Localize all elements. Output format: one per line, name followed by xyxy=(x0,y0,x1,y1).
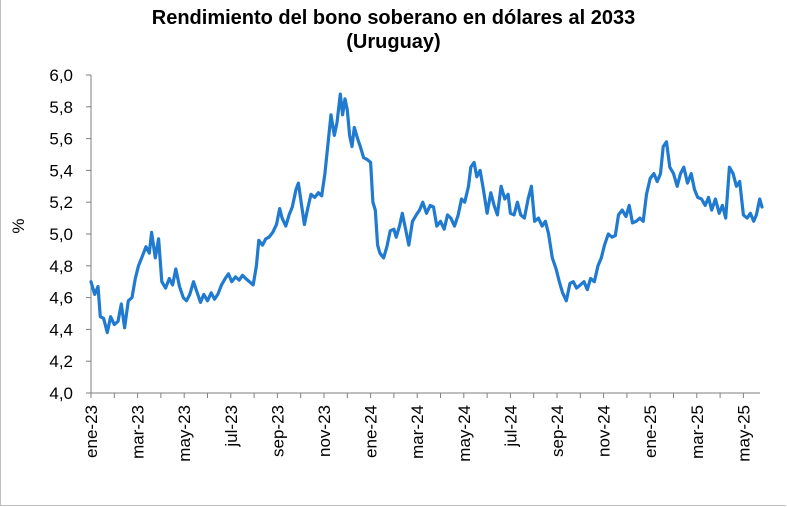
x-axis: ene-23 mar-23 may-23 jul-23 sep-23 nov-23 ene-… xyxy=(82,392,760,462)
y-tick-label: 5,4 xyxy=(49,161,73,180)
chart-title-line-2: (Uruguay) xyxy=(346,31,441,53)
x-tick-label: mar-23 xyxy=(129,405,148,459)
x-tick-label: may-24 xyxy=(455,405,474,462)
y-tick-label: 4,2 xyxy=(49,352,73,371)
x-tick-label: may-23 xyxy=(175,405,194,462)
x-tick-label: ene-23 xyxy=(82,405,101,458)
y-tick-label: 5,2 xyxy=(49,193,73,212)
y-tick-label: 5,0 xyxy=(49,225,73,244)
y-axis-label: % xyxy=(9,218,28,233)
x-tick-label: jul-24 xyxy=(501,405,520,448)
y-tick-label: 4,4 xyxy=(49,320,73,339)
y-tick-label: 4,8 xyxy=(49,257,73,276)
chart-title: Rendimiento del bono soberano en dólares… xyxy=(0,6,787,54)
x-tick-label: sep-23 xyxy=(268,405,287,457)
y-axis: 4,0 4,2 4,4 4,6 4,8 5,0 5,2 5,4 5,6 5,8 6,0 xyxy=(49,66,92,403)
y-tick-label: 4,6 xyxy=(49,289,73,308)
x-tick-label: ene-24 xyxy=(362,405,381,458)
x-tick-label: sep-24 xyxy=(548,405,567,457)
y-tick-label: 4,0 xyxy=(49,384,73,403)
x-tick-label: nov-23 xyxy=(315,405,334,457)
y-tick-label: 5,8 xyxy=(49,98,73,117)
series-line xyxy=(89,92,764,335)
x-tick-label: ene-25 xyxy=(641,405,660,458)
x-tick-label: nov-24 xyxy=(595,405,614,457)
x-tick-label: mar-25 xyxy=(688,405,707,459)
x-tick-label: mar-24 xyxy=(408,405,427,459)
y-tick-label: 5,6 xyxy=(49,130,73,149)
x-tick-label: may-25 xyxy=(734,405,753,462)
x-tick-label: jul-23 xyxy=(222,405,241,448)
chart-title-line-1: Rendimiento del bono soberano en dólares… xyxy=(151,7,636,29)
y-tick-label: 6,0 xyxy=(49,66,73,85)
series-group xyxy=(89,92,764,335)
